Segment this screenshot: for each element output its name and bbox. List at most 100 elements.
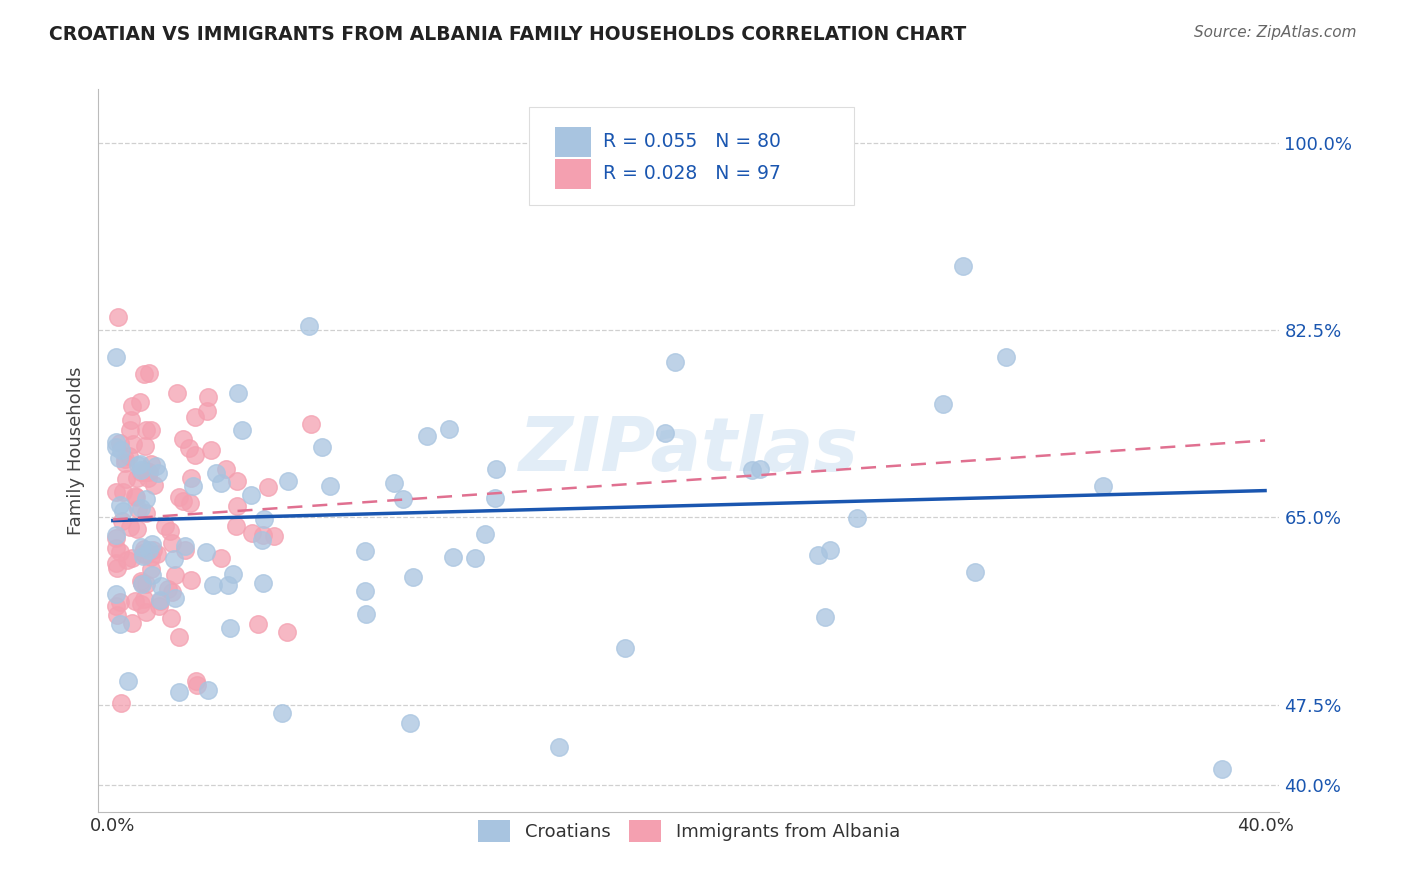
Point (129, 597, 152, 611)
Point (180, 470, 202, 484)
Point (125, 471, 148, 485)
Point (141, 537, 163, 551)
Point (118, 519, 141, 533)
Point (121, 400, 143, 414)
Point (129, 574, 152, 589)
Point (163, 568, 186, 582)
Point (240, 526, 263, 541)
Point (117, 674, 139, 689)
Point (132, 367, 155, 381)
Point (125, 522, 148, 536)
Point (257, 480, 280, 494)
Point (246, 617, 269, 632)
Point (392, 491, 415, 506)
Point (138, 366, 160, 380)
Point (180, 573, 202, 587)
Point (195, 545, 218, 559)
Point (226, 499, 249, 513)
Point (186, 673, 208, 688)
Point (163, 591, 186, 606)
Point (209, 475, 232, 490)
Point (134, 438, 156, 452)
Point (107, 310, 129, 324)
Point (416, 428, 439, 442)
Point (298, 319, 321, 334)
Point (104, 587, 127, 601)
Bar (555, 159, 591, 189)
Point (104, 484, 127, 499)
Point (122, 437, 145, 451)
Point (135, 605, 157, 619)
Point (464, 551, 486, 566)
Point (952, 259, 974, 273)
Point (749, 461, 772, 475)
Point (353, 584, 375, 599)
Point (136, 464, 159, 478)
Point (134, 549, 156, 563)
Point (163, 552, 186, 566)
Point (319, 479, 342, 493)
Point (129, 394, 152, 409)
Point (138, 542, 160, 557)
Point (277, 474, 299, 488)
Point (104, 531, 127, 545)
Point (104, 599, 127, 614)
Point (166, 385, 188, 400)
Point (741, 462, 763, 476)
Point (202, 577, 225, 591)
Point (111, 514, 134, 528)
Point (124, 489, 146, 503)
Point (197, 682, 219, 697)
Point (484, 491, 506, 505)
Point (820, 542, 842, 557)
Point (132, 546, 155, 560)
Point (141, 562, 163, 576)
Point (270, 706, 292, 720)
Point (129, 501, 152, 516)
Point (181, 479, 204, 493)
Point (160, 585, 183, 599)
Point (110, 435, 132, 450)
Point (118, 449, 141, 463)
Legend: Croatians, Immigrants from Albania: Croatians, Immigrants from Albania (471, 814, 907, 850)
Point (127, 458, 149, 472)
Point (131, 576, 153, 591)
Point (129, 541, 152, 555)
Point (115, 472, 138, 486)
Point (186, 678, 208, 692)
Point (814, 610, 837, 624)
Point (231, 423, 253, 437)
Point (184, 409, 207, 424)
Point (108, 617, 131, 632)
Point (228, 386, 250, 401)
Point (108, 498, 131, 512)
Point (110, 545, 132, 559)
Point (613, 641, 636, 656)
Point (253, 512, 276, 526)
Text: CROATIAN VS IMMIGRANTS FROM ALBANIA FAMILY HOUSEHOLDS CORRELATION CHART: CROATIAN VS IMMIGRANTS FROM ALBANIA FAMI… (49, 25, 966, 44)
Point (125, 491, 148, 505)
Point (139, 457, 162, 471)
Point (263, 528, 285, 542)
Point (108, 450, 131, 465)
Point (162, 536, 184, 550)
Point (131, 463, 153, 477)
Point (129, 458, 152, 472)
Point (172, 432, 194, 446)
Text: R = 0.028   N = 97: R = 0.028 N = 97 (603, 164, 780, 183)
Point (127, 501, 149, 516)
Point (134, 465, 156, 479)
Point (931, 397, 953, 411)
Point (141, 568, 163, 582)
Point (177, 441, 200, 455)
Point (131, 575, 153, 590)
Point (136, 471, 159, 485)
Point (145, 458, 167, 473)
Point (143, 477, 166, 491)
Point (148, 599, 170, 614)
Point (124, 594, 146, 608)
Point (142, 542, 165, 557)
Point (121, 551, 143, 566)
Point (439, 421, 461, 435)
Point (807, 548, 830, 562)
